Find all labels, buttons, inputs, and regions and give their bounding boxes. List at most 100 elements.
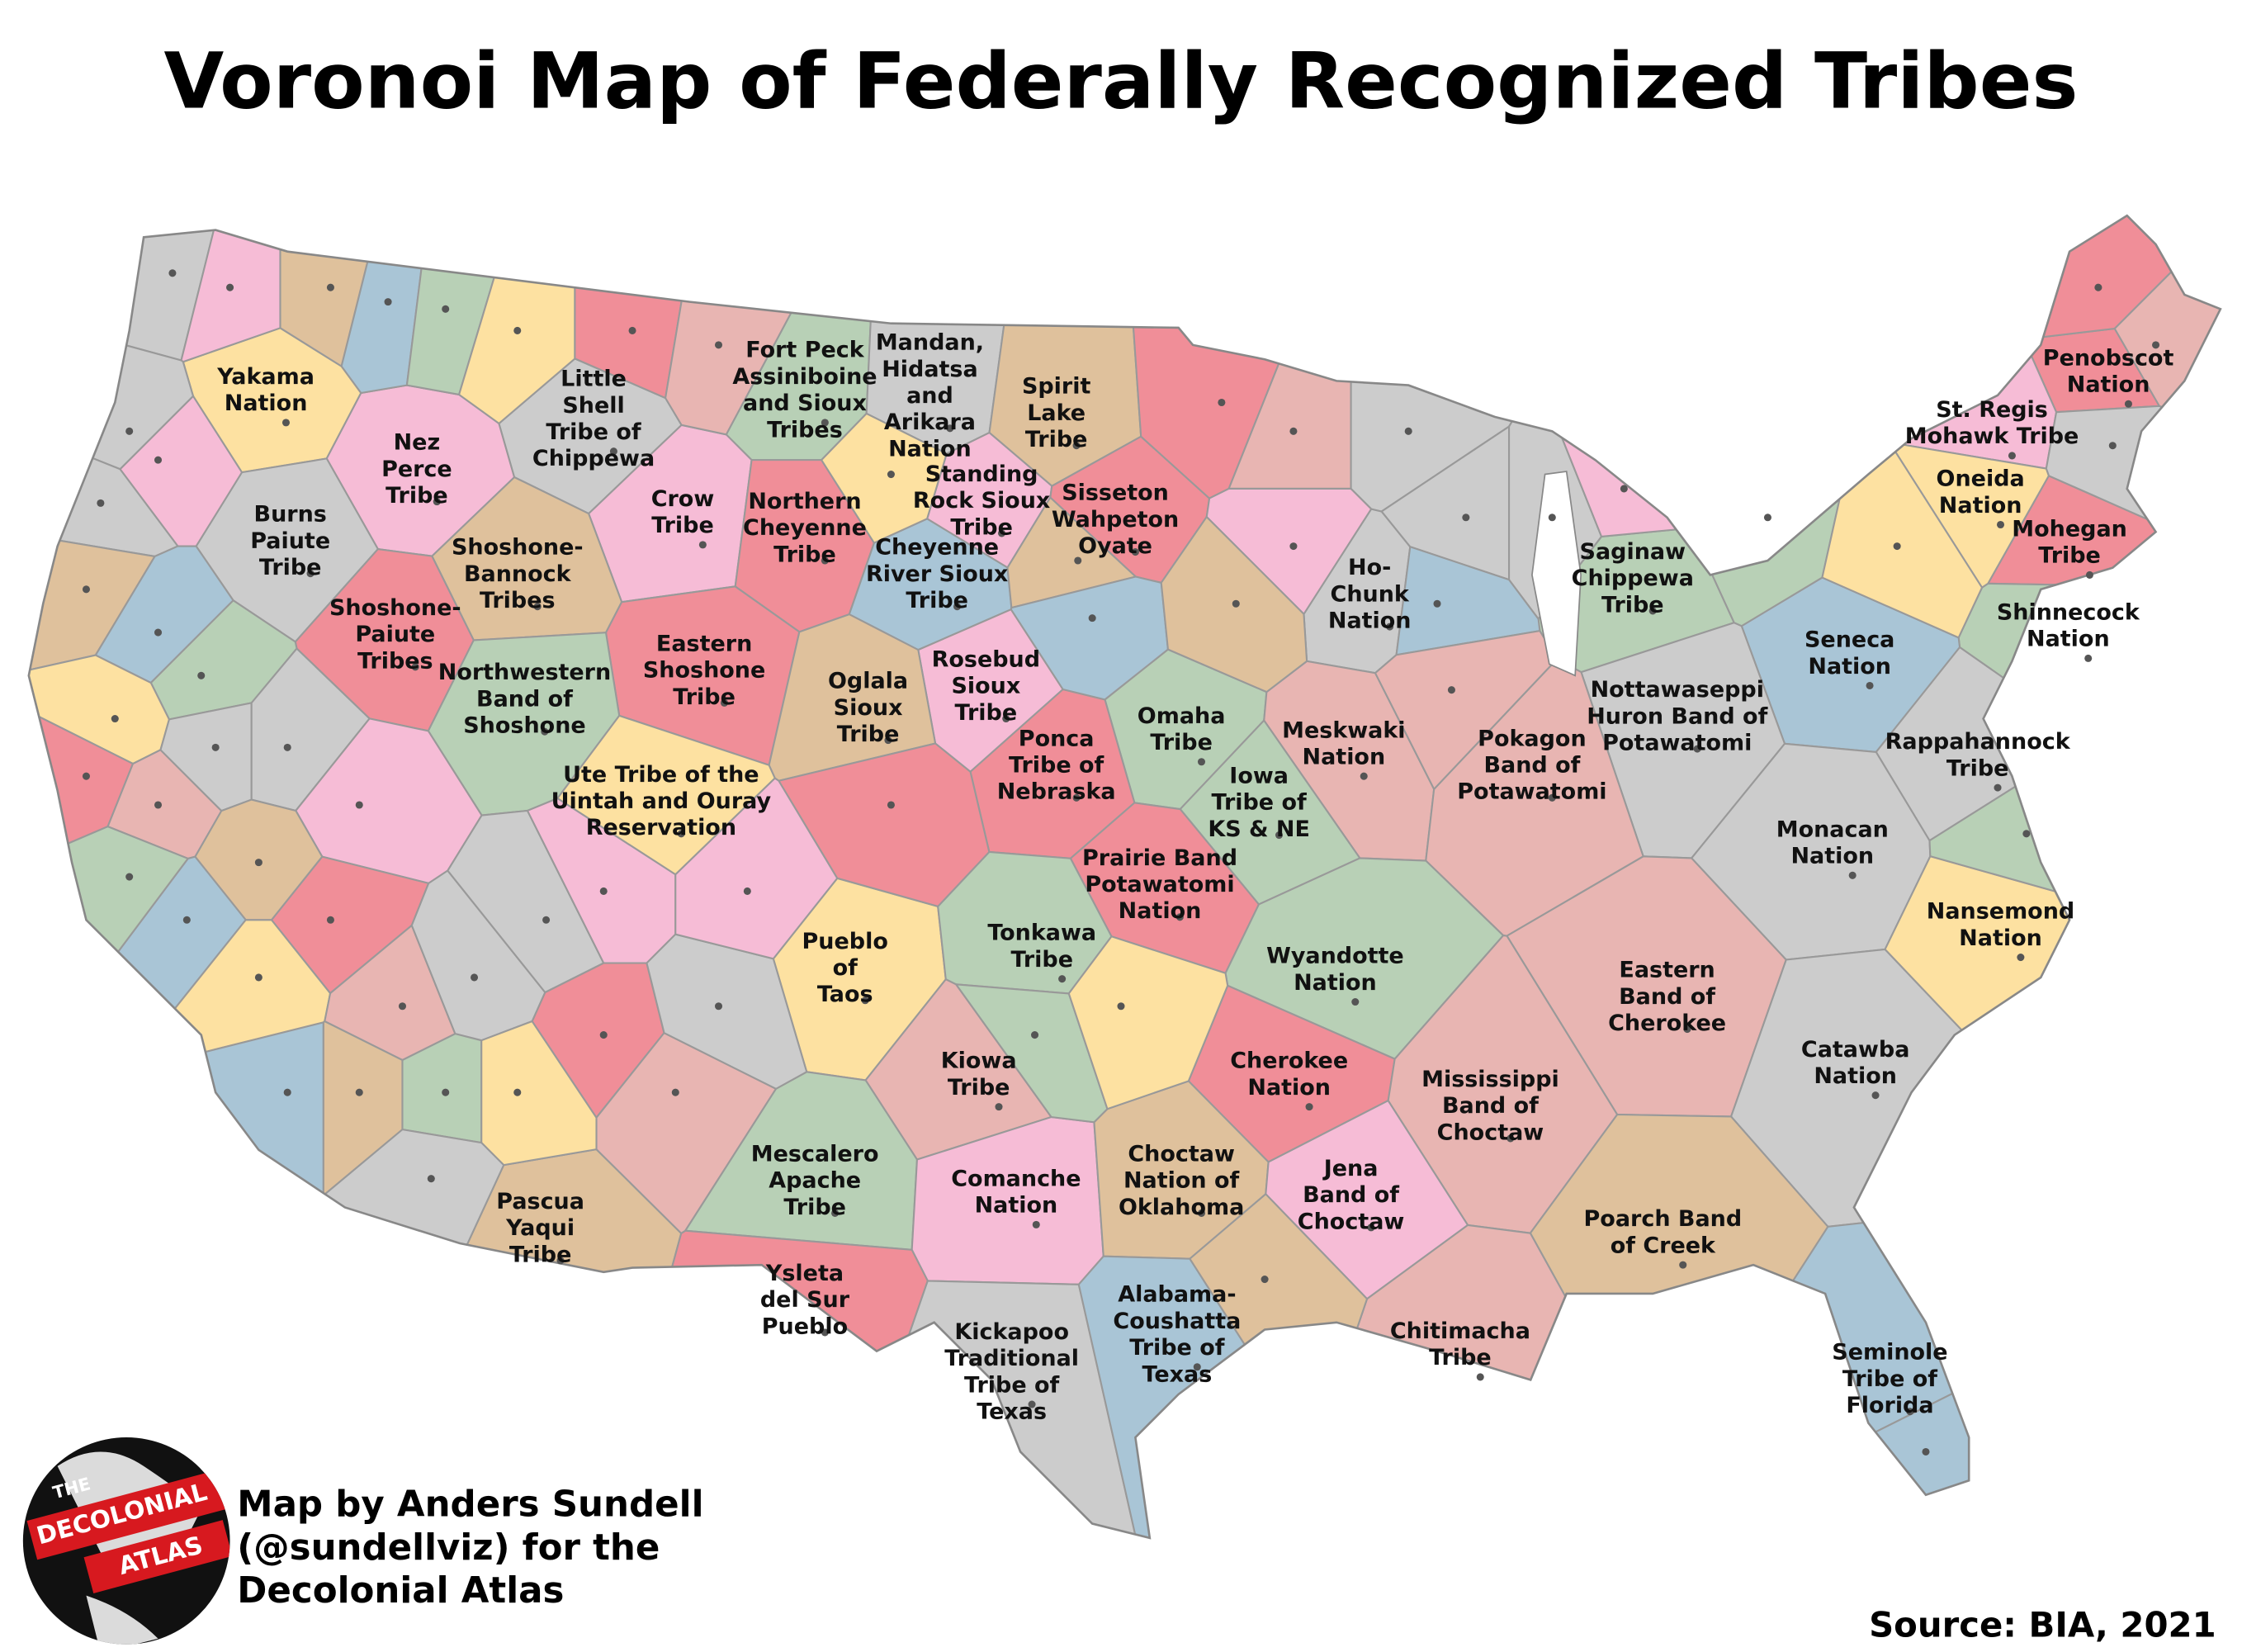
logo: THE DECOLONIAL ATLAS: [22, 1437, 230, 1645]
site-dot: [698, 541, 707, 549]
site-dot: [111, 715, 119, 723]
voronoi-cell: [777, 742, 991, 908]
tribe-label: Mississippi: [1421, 1067, 1559, 1092]
tribe-label: Paiute: [250, 528, 330, 554]
tribe-label: Nation: [1328, 608, 1412, 634]
credit-line: Decolonial Atlas: [237, 1570, 564, 1612]
site-dot: [1232, 599, 1240, 608]
tribe-label: Oglala: [828, 669, 908, 694]
tribe-label: Seminole: [1832, 1340, 1947, 1366]
site-dot: [281, 419, 290, 427]
tribe-label: Shoshone: [463, 713, 585, 739]
tribe-label: Nation: [2067, 372, 2150, 398]
tribe-label: Bannock: [464, 561, 572, 587]
tribe-label: Rosebud: [932, 647, 1040, 673]
site-dot: [821, 1328, 829, 1337]
tribe-label: Nez: [394, 430, 441, 456]
site-dot: [1848, 871, 1857, 879]
tribe-label: Tribe: [906, 588, 968, 613]
tribe-label: Oneida: [1937, 466, 2025, 492]
site-dot: [821, 419, 829, 427]
site-dot: [720, 698, 729, 707]
tribe-label: Wahpeton: [1052, 507, 1179, 533]
site-dot: [1131, 548, 1139, 556]
site-dot: [1648, 607, 1657, 615]
site-dot: [1197, 758, 1206, 766]
site-dot: [831, 1209, 840, 1217]
tribe-label: Pueblo: [802, 929, 888, 954]
tribe-label: Tribe: [2038, 543, 2101, 569]
site-dot: [211, 743, 220, 751]
tribe-label: Nation of: [1123, 1168, 1240, 1194]
tribe-label: Tribe: [509, 1242, 572, 1267]
tribe-label: Choctaw: [1298, 1209, 1405, 1234]
tribe-label: Prairie Band: [1082, 845, 1237, 871]
tribe-label: Chippewa: [1572, 566, 1694, 591]
site-dot: [887, 471, 895, 479]
site-dot: [861, 996, 869, 1005]
site-dot: [1763, 514, 1771, 522]
site-dot: [887, 801, 895, 809]
tribe-label: Ho-: [1348, 555, 1391, 580]
site-dot: [1074, 556, 1082, 565]
tribe-label: del Sur: [760, 1287, 850, 1313]
site-dot: [513, 326, 522, 334]
tribe-label: Coushatta: [1113, 1309, 1241, 1334]
credit-line: Map by Anders Sundell: [237, 1484, 703, 1526]
site-dot: [609, 447, 617, 456]
site-dot: [1447, 686, 1455, 694]
tribe-label: Standing: [925, 462, 1038, 487]
site-dot: [997, 529, 1006, 537]
site-dot: [1193, 1363, 1201, 1371]
tribe-label: Potawatomi: [1085, 872, 1234, 897]
site-dot: [1693, 745, 1701, 753]
site-dot: [355, 1088, 363, 1096]
site-dot: [197, 671, 206, 679]
tribe-label: Tribe: [1601, 592, 1664, 618]
site-dot: [1906, 1408, 1914, 1416]
tribe-label: Nation: [1119, 898, 1202, 924]
site-dot: [1506, 1134, 1515, 1143]
tribe-label: Meskwaki: [1282, 717, 1405, 743]
site-dot: [1032, 1220, 1040, 1228]
tribe-label: Mescalero: [751, 1141, 879, 1167]
tribe-label: Hidatsa: [882, 357, 977, 382]
tribe-label: Shoshone-: [452, 535, 584, 561]
tribe-label: Spirit: [1022, 374, 1091, 400]
tribe-label: Tribe: [950, 514, 1013, 540]
site-dot: [556, 1257, 565, 1265]
tribe-label: Tribes: [357, 648, 433, 674]
tribe-label: of: [833, 955, 858, 981]
tribe-label: Nation: [1808, 654, 1891, 679]
tribe-label: Potawatomi: [1602, 730, 1752, 755]
tribe-label: Nation: [1247, 1075, 1331, 1101]
tribe-label: Nation: [1814, 1063, 1897, 1089]
tribe-label: Ysleta: [765, 1261, 844, 1286]
tribe-label: Sioux: [834, 695, 903, 721]
site-dot: [283, 743, 291, 751]
site-dot: [154, 456, 163, 464]
site-dot: [411, 663, 419, 671]
tribe-label: Rappahannock: [1885, 729, 2071, 755]
site-dot: [1175, 913, 1184, 921]
tribe-label: Sisseton: [1062, 480, 1169, 506]
site-dot: [154, 801, 163, 809]
tribe-label: Tribe: [837, 722, 900, 747]
site-dot: [953, 603, 962, 611]
tribe-label: Oyate: [1078, 533, 1152, 559]
tribe-label: Chitimacha: [1390, 1318, 1530, 1344]
site-dot: [2017, 954, 2025, 962]
tribe-label: Band of: [1303, 1182, 1399, 1208]
site-dot: [541, 727, 549, 736]
tribe-label: Iowa: [1229, 764, 1289, 789]
country-outline: [27, 214, 2222, 1540]
tribe-label: and: [906, 383, 953, 409]
site-dot: [1072, 793, 1081, 802]
tribe-label: Cherokee: [1230, 1048, 1348, 1074]
site-dot: [1072, 442, 1081, 450]
site-dot: [1548, 514, 1556, 522]
tribe-label: Nebraska: [997, 779, 1116, 805]
site-dot: [1433, 599, 1441, 608]
